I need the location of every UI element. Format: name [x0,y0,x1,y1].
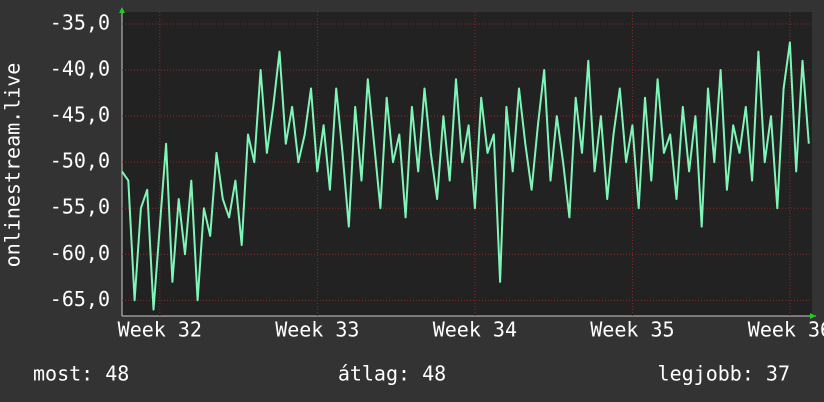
stat-label: legjobb: 37 [658,362,790,386]
x-tick-label: Week 36 [748,318,824,342]
y-axis-label: onlinestream.live [1,63,25,268]
x-tick-label: Week 32 [118,318,202,342]
y-arrow [119,7,125,13]
x-arrow [810,313,816,319]
x-tick-label: Week 35 [590,318,674,342]
y-tick-label: -35,0 [50,10,110,34]
y-tick-label: -65,0 [50,287,110,311]
y-tick-label: -45,0 [50,103,110,127]
y-tick-label: -40,0 [50,57,110,81]
stat-label: átlag: 48 [338,362,446,386]
y-tick-label: -50,0 [50,149,110,173]
stat-label: most: 48 [33,362,129,386]
y-tick-label: -55,0 [50,195,110,219]
x-tick-label: Week 33 [275,318,359,342]
data-line [121,41,810,311]
x-tick-label: Week 34 [433,318,517,342]
y-tick-label: -60,0 [50,241,110,265]
plot-area [122,12,812,316]
